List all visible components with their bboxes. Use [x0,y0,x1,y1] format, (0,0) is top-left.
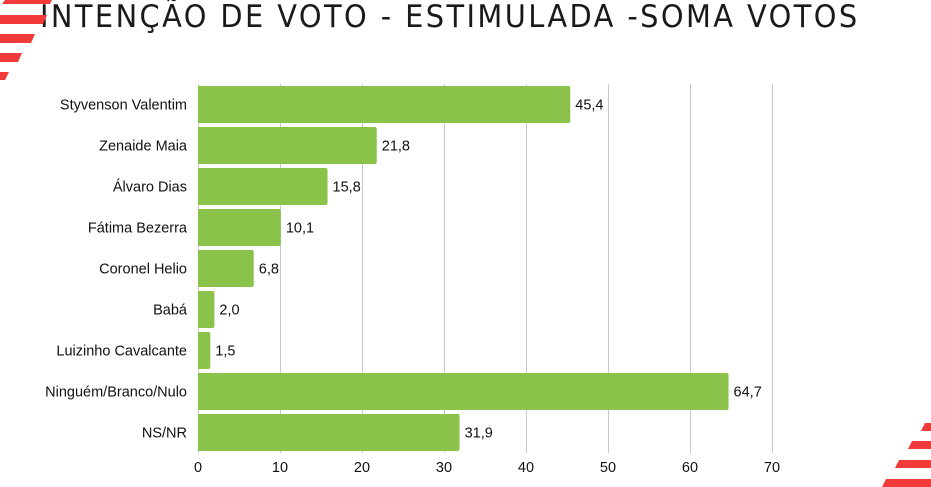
x-tick-label: 60 [682,460,698,476]
stripe [908,441,931,449]
x-tick-label: 10 [272,460,288,476]
category-label: NS/NR [142,426,187,442]
bar [198,373,729,410]
x-tick-label: 50 [600,460,616,476]
x-tick-label: 20 [354,460,370,476]
value-labels: 45,4 21,8 15,8 10,1 6,8 2,0 1,5 64,7 31,9 [215,98,761,442]
x-tick-label: 70 [764,460,780,476]
stripe [0,53,22,62]
data-label: 31,9 [465,426,493,442]
stripe [895,460,931,468]
data-label: 6,8 [259,262,279,278]
x-tick-labels: 0 10 20 30 40 50 60 70 [194,460,780,476]
category-label: Fátima Bezerra [88,221,188,237]
category-labels: Styvenson Valentim Zenaide Maia Álvaro Dia… [45,98,188,442]
data-label: 2,0 [219,303,239,319]
bar [198,414,460,451]
category-label: Coronel Helio [99,262,187,278]
stripe [0,15,47,24]
bars [198,86,729,451]
stripe [882,479,931,487]
stripe [0,34,35,43]
data-label: 64,7 [734,385,762,401]
category-label: Zenaide Maia [99,139,188,155]
stripe [921,423,931,431]
bar [198,209,281,246]
bar [198,250,254,287]
category-label: Luizinho Cavalcante [56,344,187,360]
category-label: Styvenson Valentim [60,98,187,114]
data-label: 10,1 [286,221,314,237]
stripe [2,0,52,4]
category-label: Ninguém/Branco/Nulo [45,385,187,401]
bar [198,291,215,328]
chart-title: INTENÇÃO DE VOTO - ESTIMULADA -SOMA VOTO… [40,0,860,35]
decorative-stripes-bottom-right [882,423,931,487]
bar [198,86,571,123]
data-label: 15,8 [333,180,361,196]
bar [198,332,211,369]
data-label: 45,4 [575,98,603,114]
stripe [0,72,9,80]
category-label: Babá [153,303,188,319]
category-label: Álvaro Dias [113,179,187,196]
x-tick-label: 30 [436,460,452,476]
data-label: 1,5 [215,344,235,360]
data-label: 21,8 [382,139,410,155]
bar [198,168,328,205]
x-tick-label: 0 [194,460,202,476]
bar [198,127,377,164]
x-tick-label: 40 [518,460,534,476]
decorative-stripes-top-left [0,0,52,80]
